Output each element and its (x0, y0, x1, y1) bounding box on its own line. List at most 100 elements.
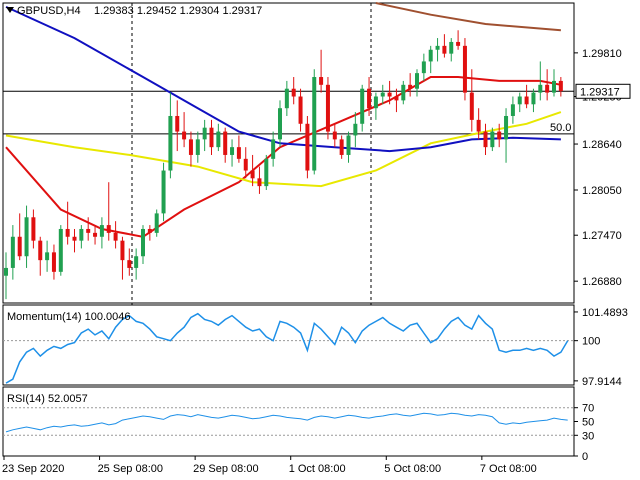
candle-body (161, 170, 166, 214)
candle (332, 123, 337, 148)
candle-body (243, 158, 248, 171)
candle-body (312, 77, 317, 171)
candle (4, 252, 8, 300)
candle (476, 108, 481, 140)
candle-body (387, 92, 392, 97)
candle (442, 34, 447, 58)
current-price-value: 1.29317 (580, 86, 620, 98)
candle (141, 225, 145, 265)
momentum-pane[interactable]: Momentum(14) 100.0046 101.4893 100 97.9144 (2, 304, 628, 388)
time-tick-label: 5 Oct 08:00 (384, 463, 441, 475)
candle (545, 69, 550, 101)
candle (99, 217, 104, 249)
candle-body (373, 96, 378, 109)
candle-body (45, 252, 50, 261)
candle-body (538, 84, 543, 93)
candle-body (264, 158, 269, 187)
candle-body (319, 77, 324, 85)
candle-body (462, 45, 467, 93)
candle (188, 131, 193, 167)
rsi-line (5, 412, 568, 433)
candle (538, 61, 543, 101)
candle-body (401, 84, 406, 101)
candle (236, 135, 241, 163)
candle (421, 53, 426, 81)
candle-body (58, 228, 63, 272)
main-pane-frame (2, 2, 575, 304)
candle-body (531, 92, 536, 105)
candle (72, 228, 77, 253)
ohlc-label: 1.29383 1.29452 1.29304 1.29317 (94, 5, 262, 17)
rsi-pane-frame (2, 386, 575, 457)
candle-body (517, 96, 522, 105)
rsi-title: RSI(14) 52.0057 (7, 393, 88, 405)
candle (250, 154, 255, 187)
candle (120, 236, 125, 280)
candle-body (188, 139, 193, 155)
candle-body (182, 131, 187, 140)
moving-average-line (5, 76, 562, 238)
candle-body (552, 80, 556, 93)
candle-body (65, 228, 70, 237)
time-axis: 23 Sep 2020 25 Sep 08:00 29 Sep 08:00 1 Oct… (2, 456, 537, 475)
candle-body (168, 115, 173, 171)
candle (531, 88, 536, 113)
candle-body (325, 84, 330, 132)
price-tick-label: 1.27470 (582, 230, 622, 242)
candle (51, 244, 56, 280)
level-label: 50.0 (550, 122, 571, 134)
candle (161, 162, 166, 222)
candle (490, 127, 495, 152)
candle-body (284, 88, 289, 109)
candle (38, 236, 43, 276)
candle-body (99, 225, 104, 237)
candle (462, 38, 467, 101)
collapse-arrow-icon[interactable] (6, 7, 14, 13)
candle (195, 131, 200, 163)
candle (182, 112, 187, 148)
candle-body (257, 178, 262, 187)
main-pane[interactable]: 50.0 GBPUSD,H4 1.29383 1.29452 1.29304 1… (2, 2, 631, 456)
candle (24, 205, 29, 268)
candle-body (504, 115, 509, 140)
candle-body (154, 213, 159, 233)
candle-body (305, 123, 310, 171)
candle (325, 77, 330, 140)
time-tick-label: 25 Sep 08:00 (98, 463, 163, 475)
candle-body (24, 217, 29, 257)
candle (223, 127, 228, 163)
candle (510, 96, 515, 124)
candle-body (120, 240, 125, 261)
candle-body (291, 88, 296, 97)
candle-body (271, 139, 276, 159)
candle (319, 49, 324, 93)
chart-header: GBPUSD,H4 1.29383 1.29452 1.29304 1.2931… (6, 5, 262, 17)
candle (401, 80, 406, 105)
candle-body (202, 127, 207, 140)
candle (113, 221, 118, 249)
candle (558, 77, 563, 97)
candle-body (195, 139, 200, 155)
candle-body (250, 170, 255, 179)
candle (394, 88, 399, 113)
candle-body (38, 240, 43, 261)
rsi-tick-label: 70 (582, 403, 594, 415)
candle-body (339, 139, 344, 155)
candle (339, 135, 344, 159)
candle-body (456, 41, 461, 46)
candle (10, 225, 15, 280)
candle (230, 139, 235, 167)
candle-body (435, 45, 440, 50)
candle (202, 119, 207, 152)
candle-body (490, 131, 495, 148)
candle-body (421, 61, 426, 74)
candle (312, 69, 317, 175)
momentum-pane-frame (2, 304, 575, 386)
candles (4, 30, 563, 300)
candle (305, 115, 310, 179)
candle (524, 84, 529, 109)
candle-body (408, 84, 413, 89)
candle-body (497, 131, 502, 140)
